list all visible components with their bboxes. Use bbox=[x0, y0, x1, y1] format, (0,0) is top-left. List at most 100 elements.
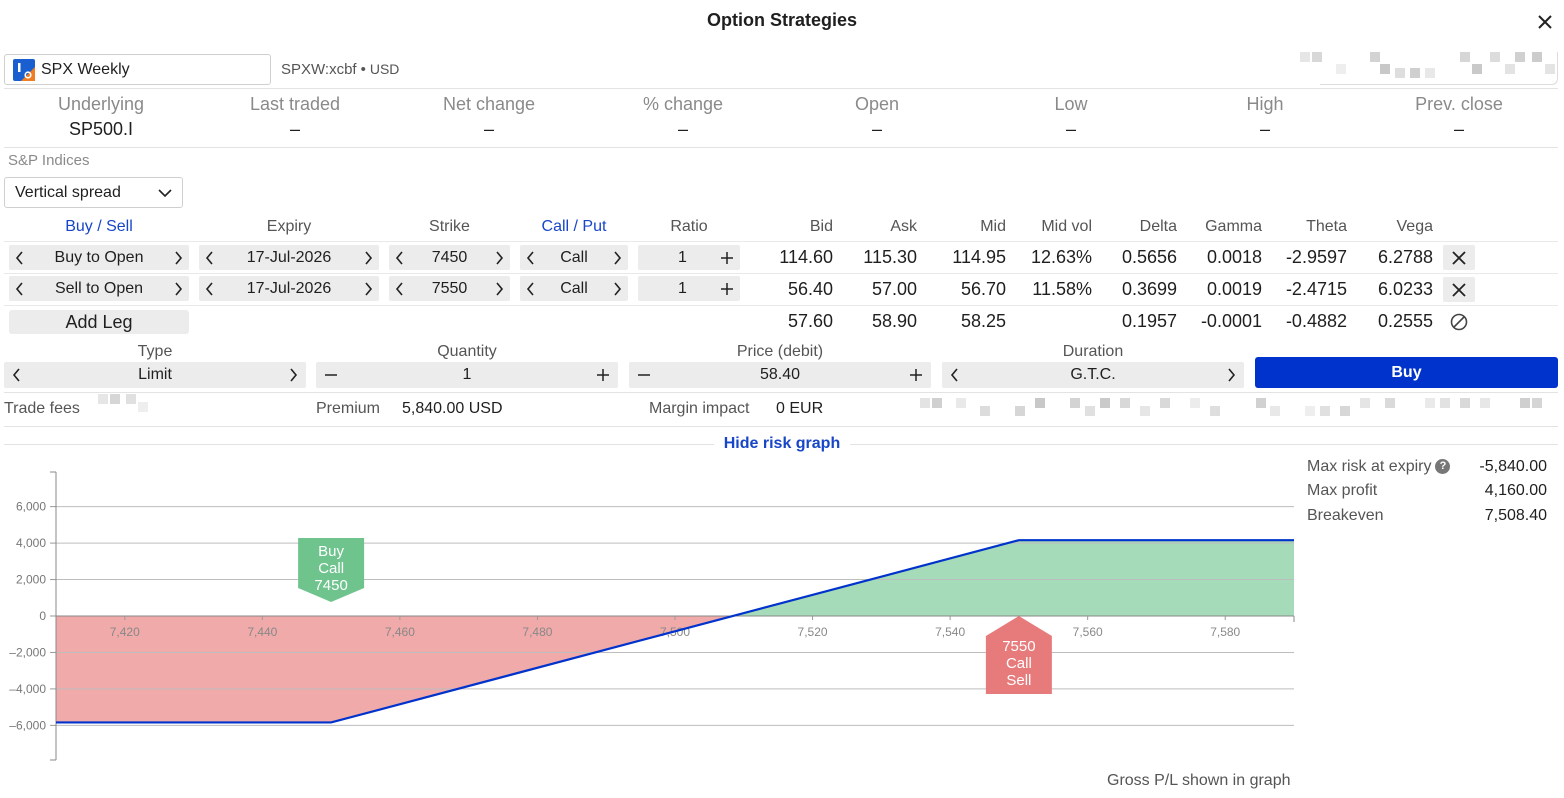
chevron-left-icon[interactable] bbox=[205, 250, 215, 265]
minus-icon[interactable] bbox=[637, 368, 651, 382]
chevron-left-icon[interactable] bbox=[395, 250, 405, 265]
hide-risk-graph-link[interactable]: Hide risk graph bbox=[0, 435, 1564, 453]
help-icon[interactable]: ? bbox=[1435, 459, 1451, 475]
stat-max-risk-label: Max risk at expiry bbox=[1307, 458, 1432, 475]
divider bbox=[4, 147, 1558, 148]
chevron-right-icon[interactable] bbox=[173, 281, 183, 296]
leg1-expiry-stepper[interactable]: 17-Jul-2026 bbox=[199, 245, 379, 270]
leg1-strike: 7450 bbox=[431, 248, 468, 266]
minus-icon[interactable] bbox=[324, 368, 338, 382]
premium-value: 5,840.00 USD bbox=[402, 400, 503, 417]
stat-breakeven-label: Breakeven bbox=[1307, 507, 1384, 524]
leg1-ask: 115.30 bbox=[863, 247, 917, 267]
header-theta: Theta bbox=[1306, 218, 1347, 235]
leg2-callput-stepper[interactable]: Call bbox=[520, 276, 628, 301]
stat-max-profit: Max profit 4,160.00 bbox=[1307, 482, 1547, 500]
quote-last-traded: Last traded – bbox=[249, 94, 341, 139]
redacted-frame bbox=[1320, 52, 1558, 85]
y-tick-label: 4,000 bbox=[16, 536, 46, 550]
instrument-code: SPXW:xcbf • USD bbox=[281, 61, 399, 78]
leg1-bid: 114.60 bbox=[779, 247, 833, 267]
stat-max-profit-value: 4,160.00 bbox=[1484, 482, 1547, 499]
chevron-left-icon[interactable] bbox=[12, 368, 22, 382]
order-price-value[interactable]: 58.40 bbox=[759, 366, 801, 383]
chevron-right-icon[interactable] bbox=[612, 281, 622, 296]
y-tick-label: 6,000 bbox=[16, 500, 46, 514]
leg2-expiry: 17-Jul-2026 bbox=[246, 279, 332, 297]
x-tick-label: 7,560 bbox=[1073, 625, 1103, 639]
instrument-name: SPX Weekly bbox=[41, 60, 130, 78]
leg2-remove-button[interactable] bbox=[1443, 277, 1475, 302]
leg2-ratio-stepper[interactable]: 1 bbox=[638, 276, 740, 301]
chevron-left-icon[interactable] bbox=[15, 281, 25, 296]
total-delta: 0.1957 bbox=[1121, 311, 1177, 331]
leg2-side-stepper[interactable]: Sell to Open bbox=[9, 276, 189, 301]
x-tick-label: 7,420 bbox=[110, 625, 140, 639]
order-type-stepper[interactable]: Limit bbox=[4, 362, 306, 388]
marker-shape bbox=[985, 616, 1052, 694]
chevron-left-icon[interactable] bbox=[526, 250, 536, 265]
marker-shape bbox=[298, 538, 365, 602]
margin-impact-label: Margin impact bbox=[649, 400, 750, 417]
header-call-put: Call / Put bbox=[541, 218, 607, 235]
stat-max-risk-value: -5,840.00 bbox=[1479, 458, 1547, 475]
leg2-bid: 56.40 bbox=[787, 279, 833, 299]
leg1-side-stepper[interactable]: Buy to Open bbox=[9, 245, 189, 270]
quote-pct-change: % change – bbox=[642, 94, 724, 139]
instrument-search-input[interactable]: SPX Weekly bbox=[4, 54, 271, 85]
chevron-right-icon[interactable] bbox=[363, 281, 373, 296]
leg1-remove-button[interactable] bbox=[1443, 245, 1475, 270]
leg2-delta: 0.3699 bbox=[1121, 279, 1177, 299]
header-expiry: Expiry bbox=[266, 218, 312, 235]
order-quantity-stepper[interactable]: 1 bbox=[316, 362, 618, 388]
total-mid: 58.25 bbox=[960, 311, 1006, 331]
plus-icon[interactable] bbox=[909, 368, 923, 382]
plus-icon[interactable] bbox=[720, 282, 734, 296]
marker-label: 7450 bbox=[314, 577, 347, 594]
header-delta: Delta bbox=[1139, 218, 1177, 235]
total-theta: -0.4882 bbox=[1285, 311, 1347, 331]
leg1-vega: 6.2788 bbox=[1377, 247, 1433, 267]
leg2-expiry-stepper[interactable]: 17-Jul-2026 bbox=[199, 276, 379, 301]
header-ratio: Ratio bbox=[670, 218, 708, 235]
close-icon[interactable] bbox=[1533, 10, 1557, 34]
leg2-strike-stepper[interactable]: 7550 bbox=[389, 276, 510, 301]
chevron-left-icon[interactable] bbox=[526, 281, 536, 296]
divider bbox=[4, 273, 1558, 274]
plus-icon[interactable] bbox=[596, 368, 610, 382]
order-duration-stepper[interactable]: G.T.C. bbox=[942, 362, 1244, 388]
order-price-stepper[interactable]: 58.40 bbox=[629, 362, 931, 388]
quote-prev-close: Prev. close – bbox=[1415, 94, 1503, 139]
order-duration-label: Duration bbox=[1062, 343, 1124, 360]
buy-button[interactable]: Buy bbox=[1255, 357, 1558, 388]
chevron-down-icon bbox=[158, 188, 172, 197]
x-tick-label: 7,580 bbox=[1210, 625, 1240, 639]
chevron-right-icon[interactable] bbox=[1226, 368, 1236, 382]
order-quantity-value[interactable]: 1 bbox=[462, 366, 472, 383]
total-bid: 57.60 bbox=[787, 311, 833, 331]
leg1-callput-stepper[interactable]: Call bbox=[520, 245, 628, 270]
stat-max-risk: Max risk at expiry? -5,840.00 bbox=[1307, 458, 1547, 476]
leg1-ratio-stepper[interactable]: 1 bbox=[638, 245, 740, 270]
strategy-select[interactable]: Vertical spread bbox=[4, 177, 183, 208]
chevron-right-icon[interactable] bbox=[494, 281, 504, 296]
chevron-right-icon[interactable] bbox=[288, 368, 298, 382]
chevron-left-icon[interactable] bbox=[205, 281, 215, 296]
chevron-left-icon[interactable] bbox=[15, 250, 25, 265]
quote-bar: Underlying SP500.I Last traded – Net chang… bbox=[4, 94, 1557, 140]
chevron-left-icon[interactable] bbox=[395, 281, 405, 296]
add-leg-button[interactable]: Add Leg bbox=[9, 310, 189, 334]
leg1-mid: 114.95 bbox=[952, 247, 1006, 267]
plus-icon[interactable] bbox=[720, 251, 734, 265]
leg1-strike-stepper[interactable]: 7450 bbox=[389, 245, 510, 270]
chevron-left-icon[interactable] bbox=[950, 368, 960, 382]
chevron-right-icon[interactable] bbox=[612, 250, 622, 265]
chevron-right-icon[interactable] bbox=[173, 250, 183, 265]
chevron-right-icon[interactable] bbox=[494, 250, 504, 265]
chevron-right-icon[interactable] bbox=[363, 250, 373, 265]
header-gamma: Gamma bbox=[1205, 218, 1262, 235]
close-icon bbox=[1452, 282, 1466, 297]
quote-underlying: Underlying SP500.I bbox=[57, 94, 145, 139]
graph-footnote: Gross P/L shown in graph bbox=[1107, 772, 1291, 789]
